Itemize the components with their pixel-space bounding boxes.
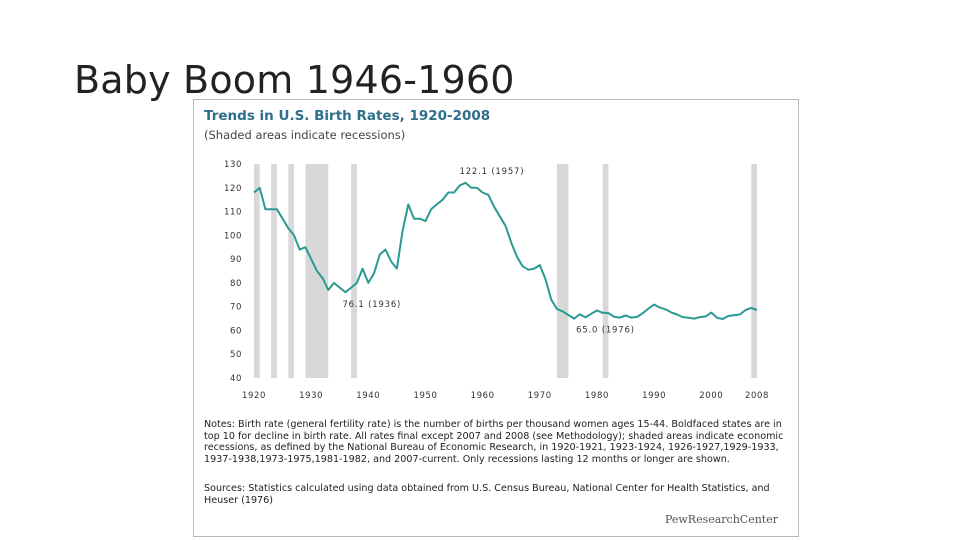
- recession-band: [271, 164, 277, 378]
- x-tick-label: 1990: [642, 391, 666, 401]
- y-tick-label: 70: [230, 303, 242, 313]
- recession-band: [351, 164, 357, 378]
- y-tick-label: 80: [230, 279, 242, 289]
- data-annotation: 65.0 (1976): [576, 326, 635, 336]
- recession-band: [602, 164, 609, 378]
- chart-notes: Notes: Birth rate (general fertility rat…: [204, 419, 784, 465]
- chart-title: Trends in U.S. Birth Rates, 1920-2008: [204, 108, 491, 124]
- data-annotation: 122.1 (1957): [459, 167, 524, 177]
- pew-research-logo: PewResearchCenter: [664, 513, 778, 526]
- y-tick-label: 90: [230, 255, 242, 265]
- x-tick-label: 2000: [699, 391, 723, 401]
- x-tick-label: 1950: [413, 391, 437, 401]
- recession-band: [288, 164, 295, 378]
- y-tick-label: 120: [224, 184, 242, 194]
- x-tick-label: 1920: [242, 391, 266, 401]
- x-tick-label: 1970: [528, 391, 552, 401]
- birth-rate-line: [253, 181, 758, 320]
- y-tick-label: 100: [224, 231, 242, 241]
- recession-band: [254, 164, 260, 378]
- chart-figure: Trends in U.S. Birth Rates, 1920-2008 (S…: [193, 99, 799, 537]
- y-tick-label: 40: [230, 374, 242, 384]
- x-tick-label: 1980: [585, 391, 609, 401]
- x-tick-label: 2008: [745, 391, 769, 401]
- y-tick-label: 60: [230, 326, 242, 336]
- data-annotation: 76.1 (1936): [342, 300, 401, 310]
- x-tick-label: 1960: [471, 391, 495, 401]
- recession-band: [751, 164, 757, 378]
- recession-band: [556, 164, 569, 378]
- y-tick-label: 110: [224, 208, 242, 218]
- slide-title: Baby Boom 1946-1960: [74, 58, 515, 102]
- y-tick-label: 130: [224, 160, 242, 170]
- chart-subtitle: (Shaded areas indicate recessions): [204, 128, 406, 142]
- x-tick-label: 1940: [356, 391, 380, 401]
- x-tick-label: 1930: [299, 391, 323, 401]
- y-tick-label: 50: [230, 350, 242, 360]
- chart-sources: Sources: Statistics calculated using dat…: [204, 483, 770, 506]
